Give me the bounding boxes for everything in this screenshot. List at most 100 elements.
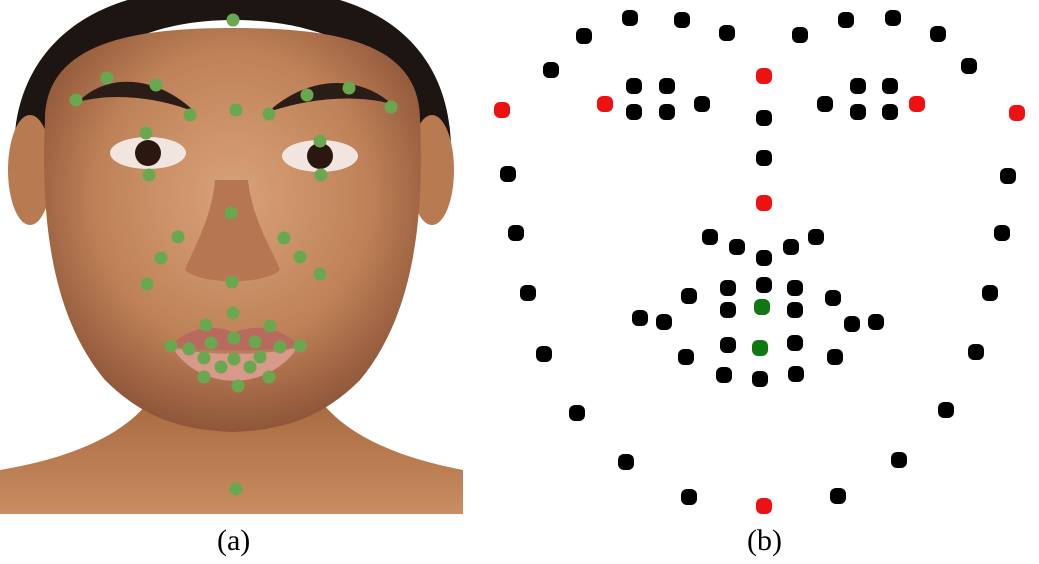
red-landmark-point [597,96,613,112]
photo-landmark-point [262,107,276,121]
photo-landmark-point [227,331,241,345]
photo-landmark-point [214,360,228,374]
red-landmark-point [756,195,772,211]
caption-b: (b) [747,524,782,557]
right-iris [307,143,333,169]
green-landmark-point [752,340,768,356]
black-landmark-point [618,454,634,470]
black-landmark-point [787,280,803,296]
photo-landmark-point [253,350,267,364]
photo-landmark-point [183,108,197,122]
black-landmark-point [656,314,672,330]
photo-landmark-point [199,318,213,332]
black-landmark-point [827,349,843,365]
left-ear-shape [8,115,52,225]
photo-landmark-point [231,379,245,393]
black-landmark-point [994,225,1010,241]
photo-landmark-point [164,339,178,353]
photo-landmark-point [197,351,211,365]
right-ear-shape [410,115,454,225]
photo-landmark-point [171,230,185,244]
black-landmark-point [882,104,898,120]
black-landmark-point [982,285,998,301]
panel-b-landmark-diagram [480,0,1039,520]
left-iris [135,140,161,166]
black-landmark-point [938,402,954,418]
photo-landmark-point [227,352,241,366]
black-landmark-point [508,225,524,241]
photo-landmark-point [139,126,153,140]
photo-landmark-point [182,342,196,356]
photo-landmark-point [226,306,240,320]
neck-shoulders-shape [0,400,463,514]
black-landmark-point [674,12,690,28]
black-landmark-point [844,316,860,332]
photo-landmark-point [313,134,327,148]
black-landmark-point [720,280,736,296]
black-landmark-point [882,78,898,94]
black-landmark-point [850,104,866,120]
panel-a-face-photo [0,0,463,514]
red-landmark-point [909,96,925,112]
black-landmark-point [968,344,984,360]
black-landmark-point [659,104,675,120]
black-landmark-point [536,346,552,362]
black-landmark-point [756,277,772,293]
photo-landmark-point [314,168,328,182]
photo-landmark-point [384,100,398,114]
photo-landmark-point [293,250,307,264]
black-landmark-point [830,488,846,504]
photo-landmark-point [313,267,327,281]
black-landmark-point [678,349,694,365]
photo-landmark-point [300,88,314,102]
black-landmark-point [961,58,977,74]
black-landmark-point [838,12,854,28]
photo-landmark-point [197,370,211,384]
black-landmark-point [632,310,648,326]
black-landmark-point [659,78,675,94]
black-landmark-point [626,104,642,120]
red-landmark-point [756,498,772,514]
photo-landmark-point [100,71,114,85]
red-landmark-point [756,68,772,84]
photo-landmark-point [277,231,291,245]
black-landmark-point [783,239,799,255]
caption-a: (a) [217,524,251,557]
black-landmark-point [787,335,803,351]
green-landmark-point [754,299,770,315]
photo-landmark-point [273,340,287,354]
nose-shape [185,180,280,282]
black-landmark-point [720,337,736,353]
photo-landmark-point [243,360,257,374]
black-landmark-point [1000,168,1016,184]
red-landmark-point [494,102,510,118]
black-landmark-point [520,285,536,301]
black-landmark-point [569,405,585,421]
photo-landmark-point [224,206,238,220]
face-photo-illustration [0,0,463,514]
photo-landmark-point [154,251,168,265]
photo-landmark-point [248,335,262,349]
black-landmark-point [891,452,907,468]
black-landmark-point [808,229,824,245]
photo-landmark-point [342,81,356,95]
black-landmark-point [752,371,768,387]
photo-landmark-point [229,482,243,496]
photo-landmark-point [226,13,240,27]
black-landmark-point [622,10,638,26]
photo-landmark-points [69,13,398,496]
photo-landmark-point [229,103,243,117]
left-eyebrow-shape [78,81,195,112]
photo-landmark-point [225,275,239,289]
photo-landmark-point [140,277,154,291]
photo-landmark-point [69,93,83,107]
black-landmark-point [720,302,736,318]
black-landmark-point [825,290,841,306]
photo-landmark-point [142,168,156,182]
black-landmark-point [885,10,901,26]
photo-landmark-point [262,370,276,384]
black-landmark-point [850,78,866,94]
black-landmark-point [788,366,804,382]
black-landmark-point [787,302,803,318]
black-landmark-point [681,489,697,505]
